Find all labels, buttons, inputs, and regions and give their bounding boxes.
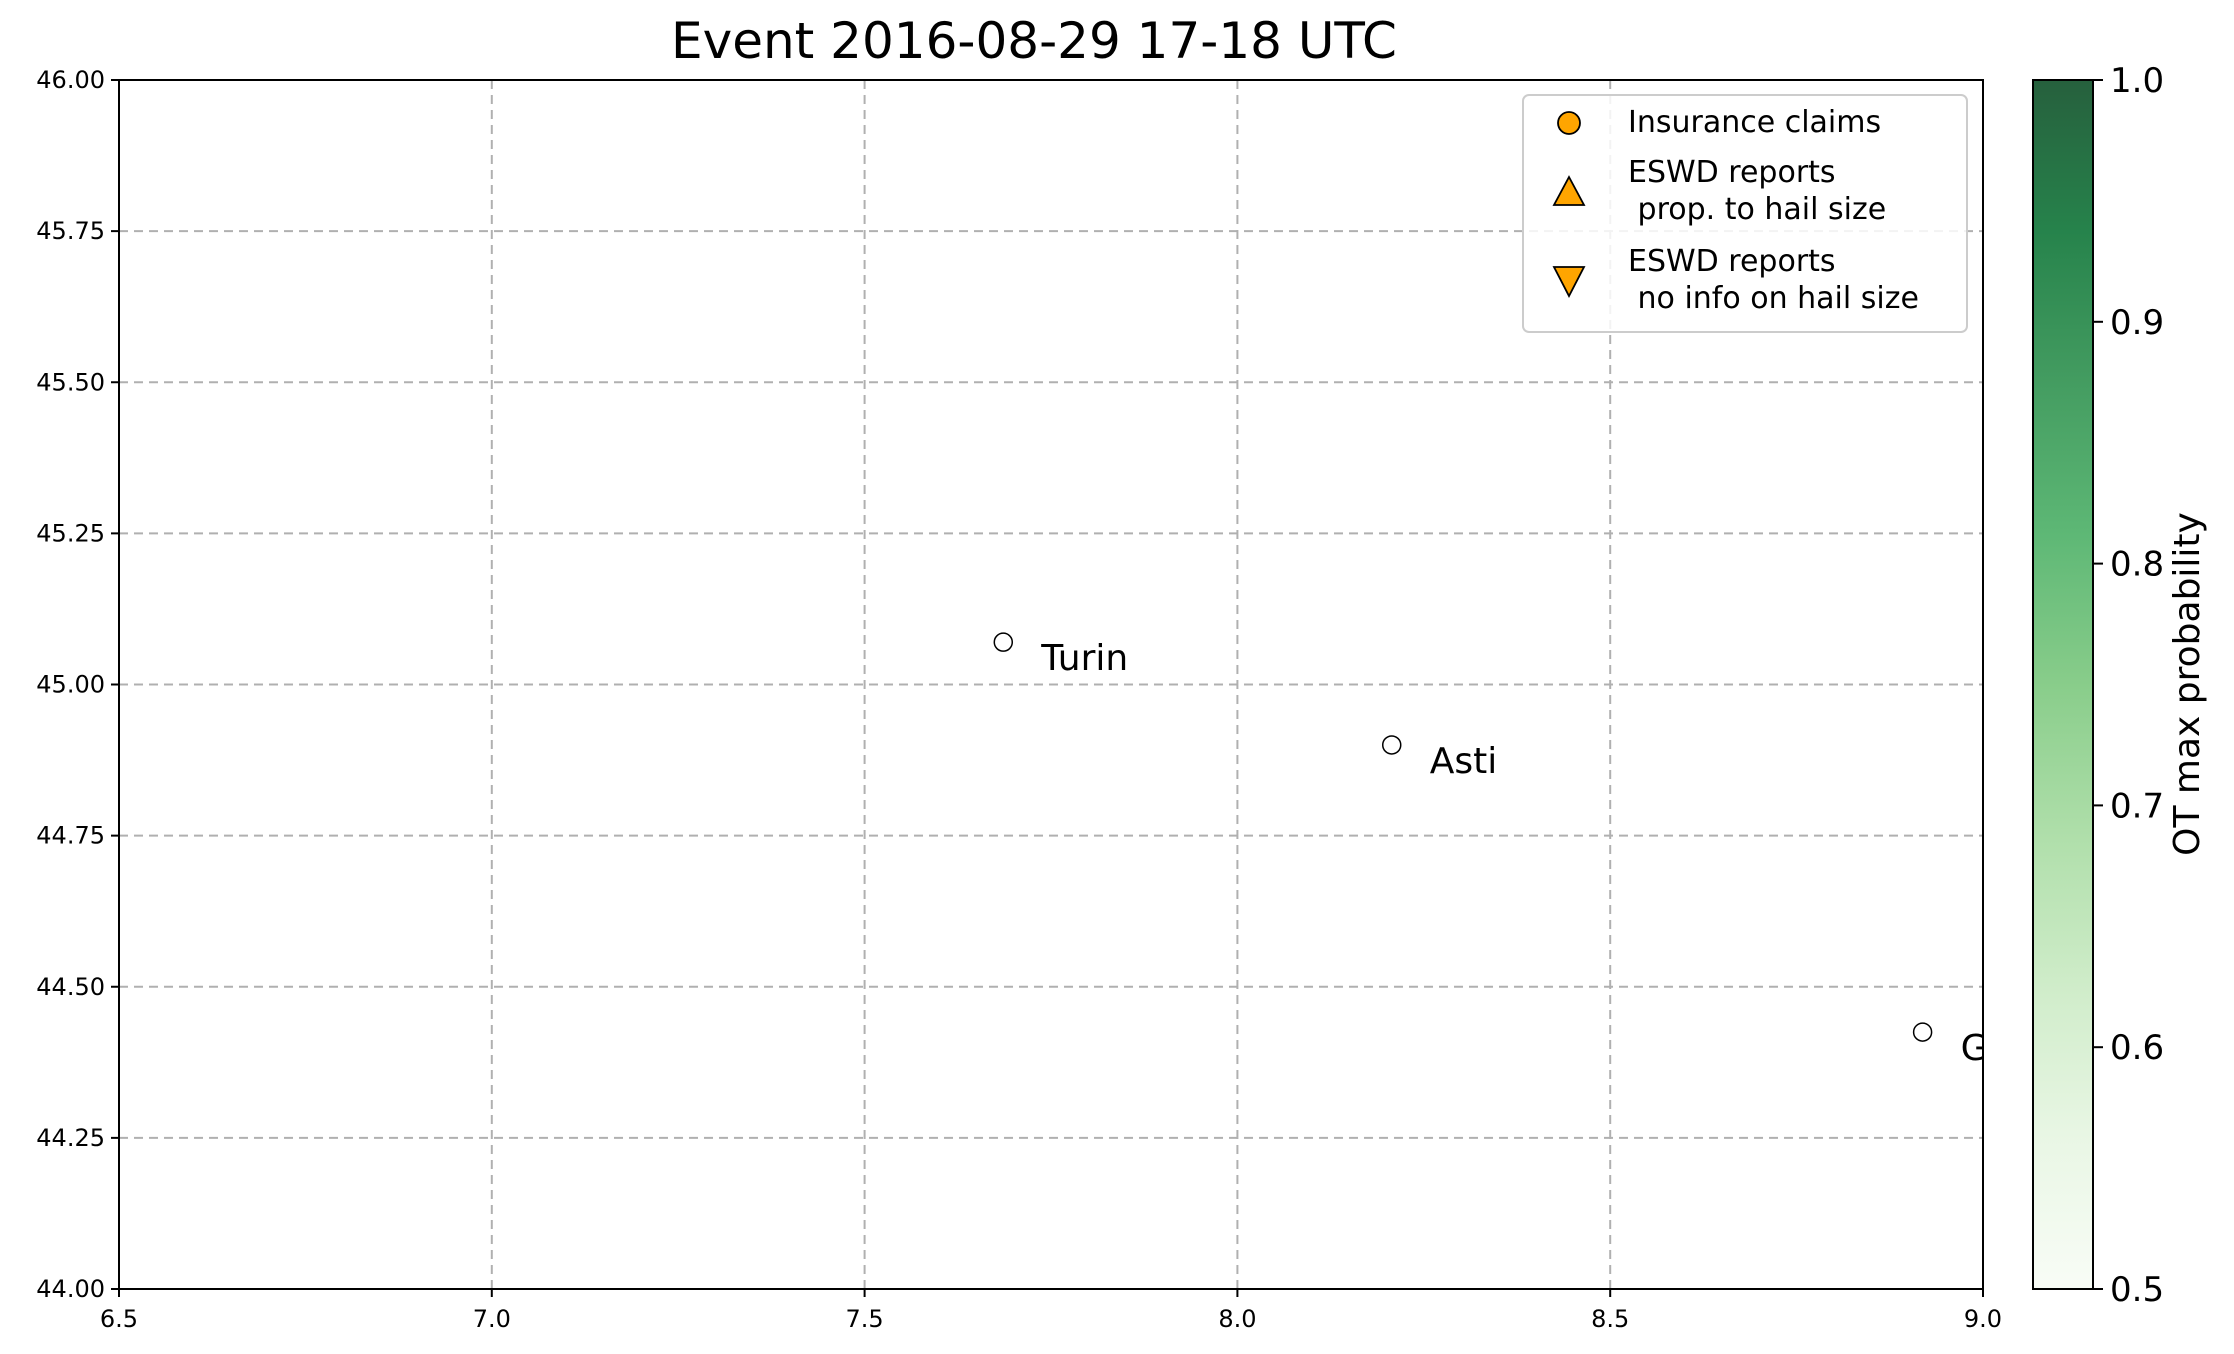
legend-box xyxy=(1522,94,1968,333)
chart-title: Event 2016-08-29 17-18 UTC xyxy=(671,12,1397,70)
y-tick-label: 45.75 xyxy=(36,217,105,245)
x-tick-label: 7.0 xyxy=(473,1305,511,1333)
x-tick-label: 6.5 xyxy=(100,1305,138,1333)
colorbar-tick-label: 0.7 xyxy=(2110,786,2164,826)
colorbar-tick-label: 0.6 xyxy=(2110,1028,2164,1068)
colorbar-tick-label: 0.9 xyxy=(2110,303,2164,343)
city-label: Gen xyxy=(1961,1028,2034,1069)
legend: Insurance claims ESWD reports prop. to h… xyxy=(1522,94,1968,333)
legend-circle-marker xyxy=(1557,111,1581,135)
y-axis: 44.00 44.25 44.50 44.75 45.00 45.25 45.50 45.75… xyxy=(36,66,119,1303)
x-tick-label: 7.5 xyxy=(846,1305,884,1333)
x-axis: 6.5 7.0 7.5 8.0 8.5 9.0 xyxy=(100,1289,2002,1333)
y-tick-label: 44.25 xyxy=(36,1124,105,1152)
legend-label-insurance: Insurance claims xyxy=(1628,105,1881,140)
city-markers: Turin Asti Gen xyxy=(993,632,2034,1069)
colorbar: 0.5 0.6 0.7 0.8 0.9 1.0 OT max probability xyxy=(2032,61,2208,1310)
legend-label-eswd-size: ESWD reports prop. to hail size xyxy=(1628,155,1886,227)
colorbar-tick-label: 0.5 xyxy=(2110,1270,2164,1310)
x-tick-label: 8.5 xyxy=(1591,1305,1629,1333)
colorbar-gradient xyxy=(2032,79,2094,1290)
legend-triangle-down-marker xyxy=(1552,266,1586,298)
x-tick-label: 9.0 xyxy=(1964,1305,2002,1333)
y-tick-label: 45.25 xyxy=(36,519,105,547)
y-tick-label: 44.75 xyxy=(36,822,105,850)
colorbar-ticks: 0.5 0.6 0.7 0.8 0.9 1.0 xyxy=(2093,61,2164,1310)
city-marker xyxy=(1912,1022,1933,1042)
city-label: Turin xyxy=(1040,638,1128,679)
city-label: Asti xyxy=(1430,741,1498,782)
y-tick-label: 44.50 xyxy=(36,973,105,1001)
colorbar-label: OT max probability xyxy=(2167,512,2208,856)
y-tick-label: 46.00 xyxy=(36,66,105,94)
colorbar-tick-label: 1.0 xyxy=(2110,61,2164,101)
y-tick-label: 45.00 xyxy=(36,671,105,699)
x-tick-label: 8.0 xyxy=(1218,1305,1256,1333)
legend-label-eswd-noinfo: ESWD reports no info on hail size xyxy=(1628,244,1919,316)
city-marker xyxy=(1381,735,1402,755)
city-marker xyxy=(993,632,1014,652)
legend-triangle-up-marker xyxy=(1552,175,1586,206)
colorbar-tick-label: 0.8 xyxy=(2110,545,2164,585)
y-tick-label: 45.50 xyxy=(36,368,105,396)
y-tick-label: 44.00 xyxy=(36,1275,105,1303)
